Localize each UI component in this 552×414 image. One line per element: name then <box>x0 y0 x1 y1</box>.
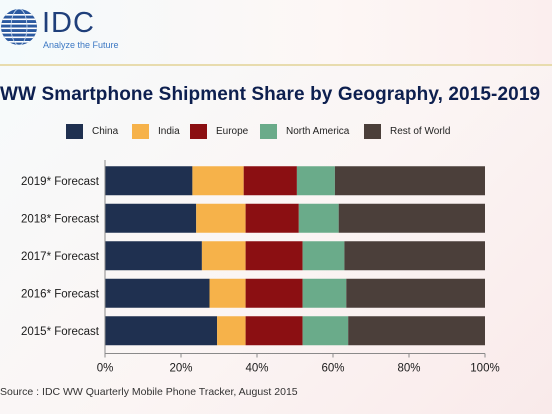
bar-segment-rest-of-world-1 <box>338 203 485 233</box>
bar-segment-china-1 <box>105 203 197 233</box>
legend-item-china: China <box>66 122 118 140</box>
bar-segment-china-4 <box>105 316 218 346</box>
category-label-0: 2019* Forecast <box>21 176 100 188</box>
bar-segment-india-1 <box>196 203 246 233</box>
globe-logo-icon <box>1 9 37 45</box>
bar-segment-north-america-3 <box>302 278 347 308</box>
chart-legend: China India Europe North America Rest of… <box>0 122 552 140</box>
bar-segment-rest-of-world-0 <box>334 166 485 196</box>
bar-segment-china-2 <box>105 241 202 271</box>
legend-swatch-north-america <box>260 123 277 139</box>
category-label-1: 2018* Forecast <box>21 213 100 225</box>
x-tick-label-4: 80% <box>397 363 420 375</box>
idc-logo: IDC Analyze the Future <box>0 6 130 54</box>
legend-swatch-rest-of-world <box>364 123 381 139</box>
bar-segment-india-4 <box>217 316 246 346</box>
category-label-2: 2017* Forecast <box>21 251 100 263</box>
bar-segment-europe-1 <box>245 203 299 233</box>
bar-segment-india-2 <box>201 241 246 271</box>
header-divider <box>0 64 552 66</box>
legend-swatch-europe <box>190 123 207 139</box>
legend-item-rest-of-world: Rest of World <box>364 122 450 140</box>
legend-label-rest-of-world: Rest of World <box>390 125 451 137</box>
x-tick-label-3: 60% <box>321 363 344 375</box>
chart-title: WW Smartphone Shipment Share by Geograph… <box>0 84 541 105</box>
bar-segment-europe-4 <box>245 316 303 346</box>
legend-label-india: India <box>158 125 180 137</box>
bar-segment-north-america-1 <box>298 203 339 233</box>
category-label-4: 2015* Forecast <box>21 326 100 338</box>
bar-segment-china-3 <box>105 278 210 308</box>
x-tick-label-1: 20% <box>169 363 192 375</box>
x-tick-label-0: 0% <box>97 363 114 375</box>
legend-item-europe: Europe <box>190 122 248 140</box>
brand-tagline: Analyze the Future <box>43 40 119 50</box>
bar-segment-china-0 <box>105 166 193 196</box>
stacked-bar-chart: 2019* Forecast 2018* Forecast 2017* Foreca… <box>21 160 500 375</box>
bar-segment-europe-3 <box>245 278 303 308</box>
bar-segment-europe-2 <box>245 241 303 271</box>
bar-segment-india-0 <box>192 166 244 196</box>
legend-label-china: China <box>92 125 119 137</box>
bar-segment-europe-0 <box>243 166 297 196</box>
bar-segment-north-america-2 <box>302 241 345 271</box>
category-label-3: 2016* Forecast <box>21 288 100 300</box>
legend-label-europe: Europe <box>216 125 249 137</box>
legend-item-india: India <box>132 122 180 140</box>
bar-segment-north-america-4 <box>302 316 349 346</box>
x-tick-label-5: 100% <box>470 363 499 375</box>
header-band <box>0 0 552 64</box>
legend-swatch-china <box>66 123 83 139</box>
bar-segment-rest-of-world-4 <box>348 316 485 346</box>
legend-item-north-america: North America <box>260 122 349 140</box>
bar-segment-rest-of-world-2 <box>344 241 485 271</box>
bar-segment-north-america-0 <box>296 166 335 196</box>
source-note: Source : IDC WW Quarterly Mobile Phone T… <box>0 386 298 398</box>
legend-label-north-america: North America <box>286 125 350 137</box>
bar-segment-india-3 <box>209 278 246 308</box>
brand-name: IDC <box>42 7 95 39</box>
x-tick-label-2: 40% <box>245 363 268 375</box>
bar-segment-rest-of-world-3 <box>346 278 485 308</box>
legend-swatch-india <box>132 123 149 139</box>
